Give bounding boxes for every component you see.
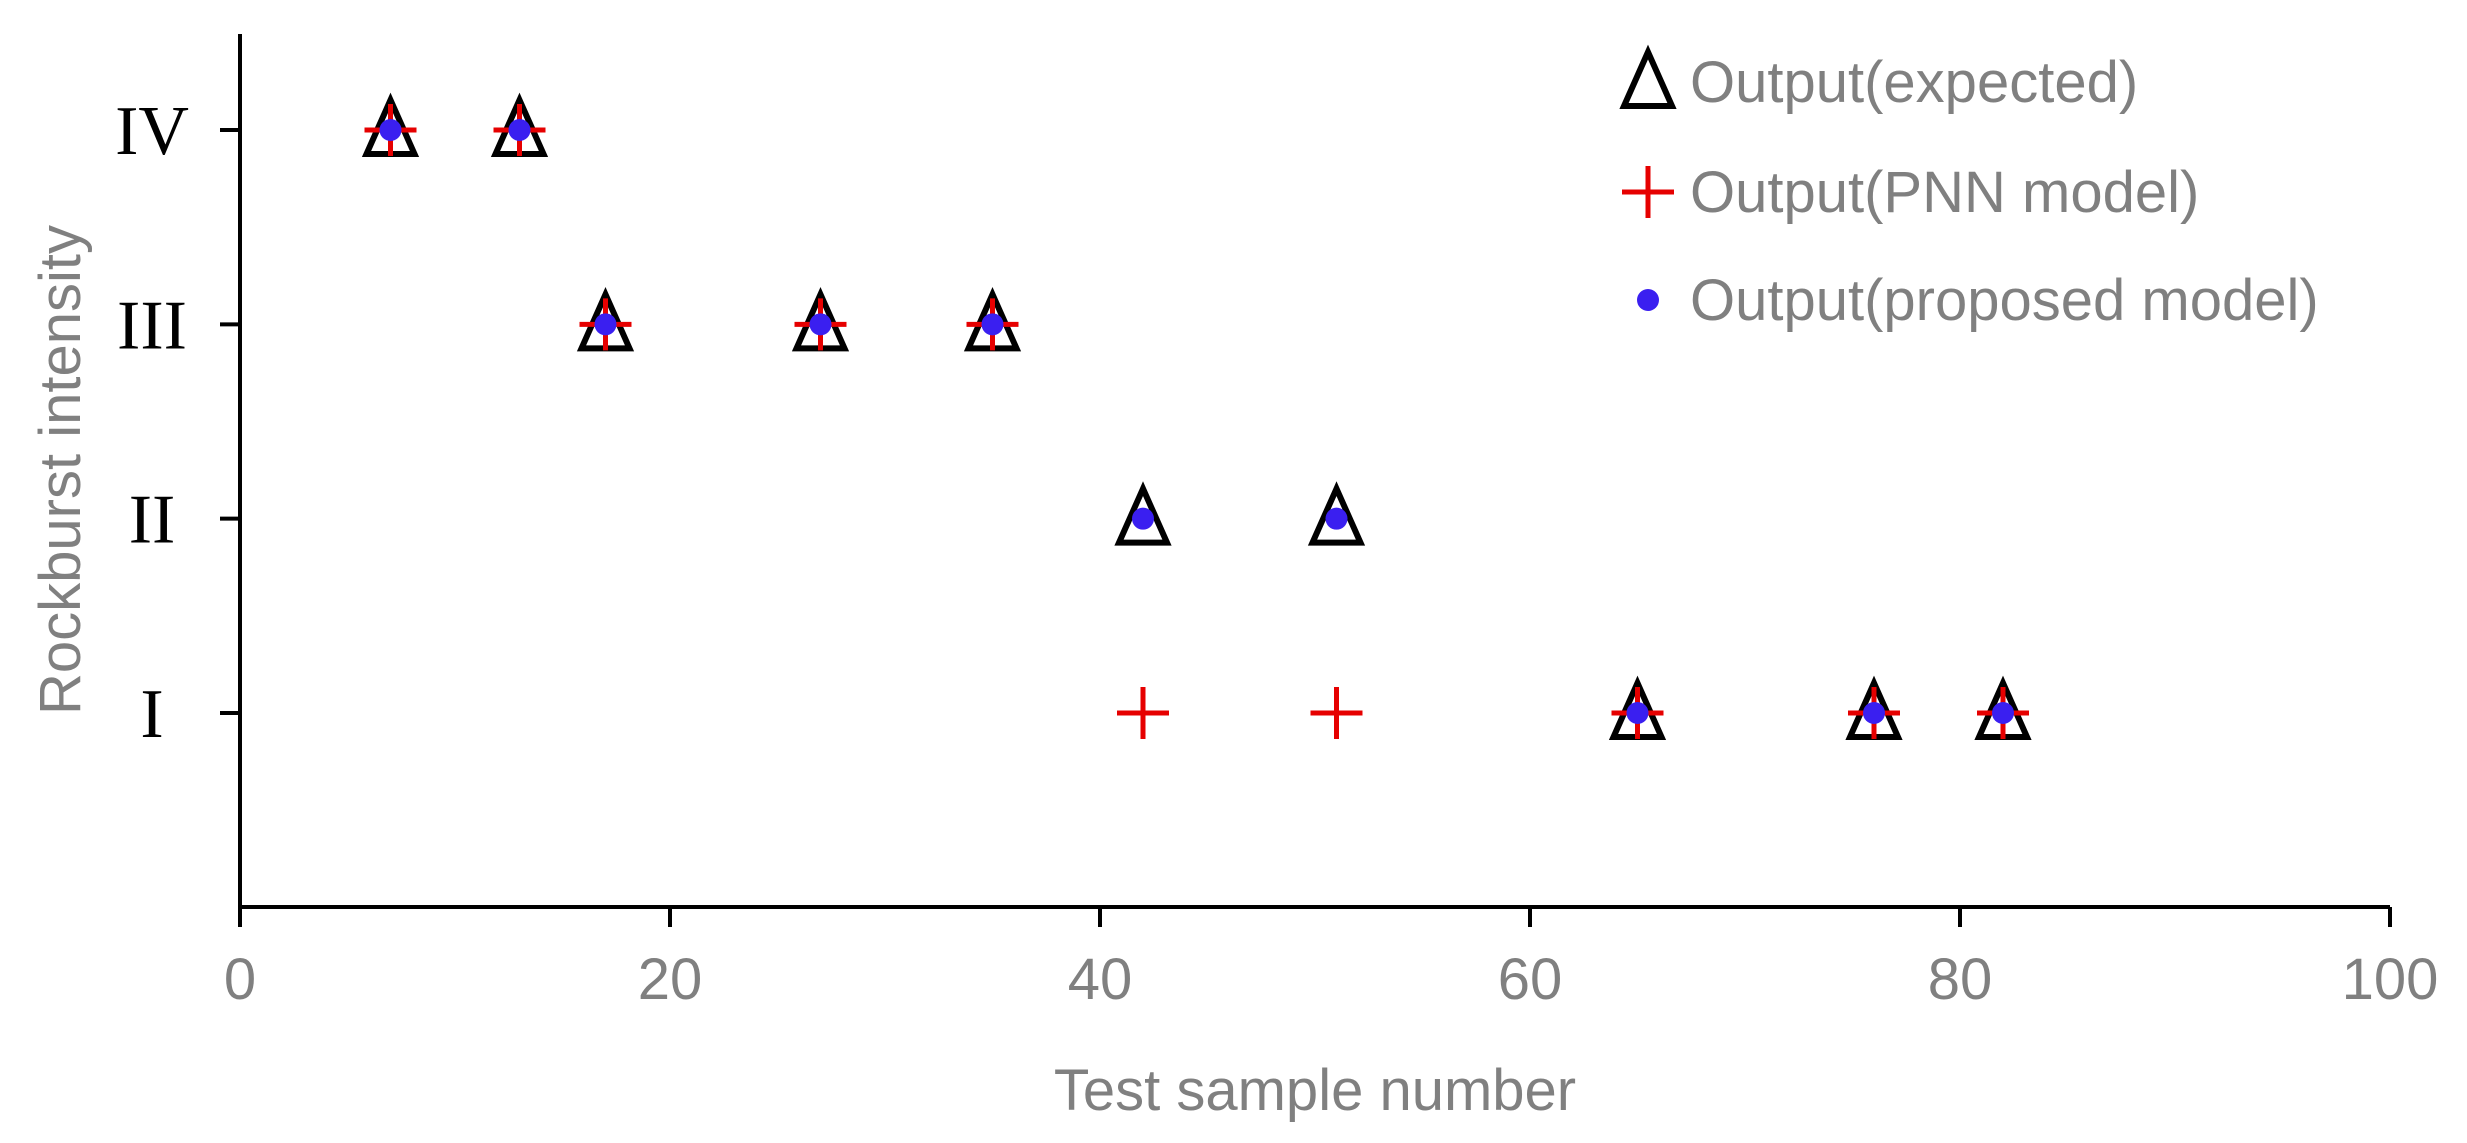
axes [238,34,2390,909]
dot-point [809,313,832,336]
y-tick-label: I [140,676,163,753]
dot-point [508,119,531,141]
dot-point [1132,507,1154,530]
series-dot [379,119,2014,724]
legend-item: Output(proposed model) [1637,268,2319,333]
legend: Output(expected) Output(PNN model) Output(… [1619,44,2319,333]
legend-marker-dot [1637,289,1659,311]
x-tick-label: 60 [1498,947,1563,1012]
legend-label: Output(proposed model) [1690,268,2319,333]
legend-label: Output(PNN model) [1690,160,2199,225]
x-tick-label: 40 [1068,947,1133,1012]
dot-point [981,313,1004,336]
dot-point [594,313,617,336]
dot-point [1992,702,2014,724]
triangle-point [1114,481,1172,546]
legend-item: Output(expected) [1619,44,2138,115]
plus-point [1117,687,1169,739]
dot-point [1626,702,1649,724]
legend-item: Output(PNN model) [1622,160,2199,225]
legend-label: Output(expected) [1690,50,2138,115]
dot-point [1325,507,1348,530]
triangle-point [1307,481,1366,546]
dot-point [379,119,402,141]
x-tick-label: 20 [638,947,703,1012]
legend-marker-triangle [1619,44,1677,109]
series-layer [361,92,2032,740]
x-tick-label: 100 [2342,947,2439,1012]
x-tick-label: 0 [224,947,256,1012]
y-axis-title: Rockburst intensity [28,225,93,715]
legend-marker-plus [1622,166,1674,218]
dot-point [1863,702,1885,724]
x-axis-title: Test sample number [1054,1058,1576,1123]
y-tick-label: III [117,287,187,364]
y-tick-label: II [129,482,176,559]
x-tick-label: 80 [1928,947,1993,1012]
y-tick-label: IV [115,93,189,170]
plus-point [1310,687,1363,739]
